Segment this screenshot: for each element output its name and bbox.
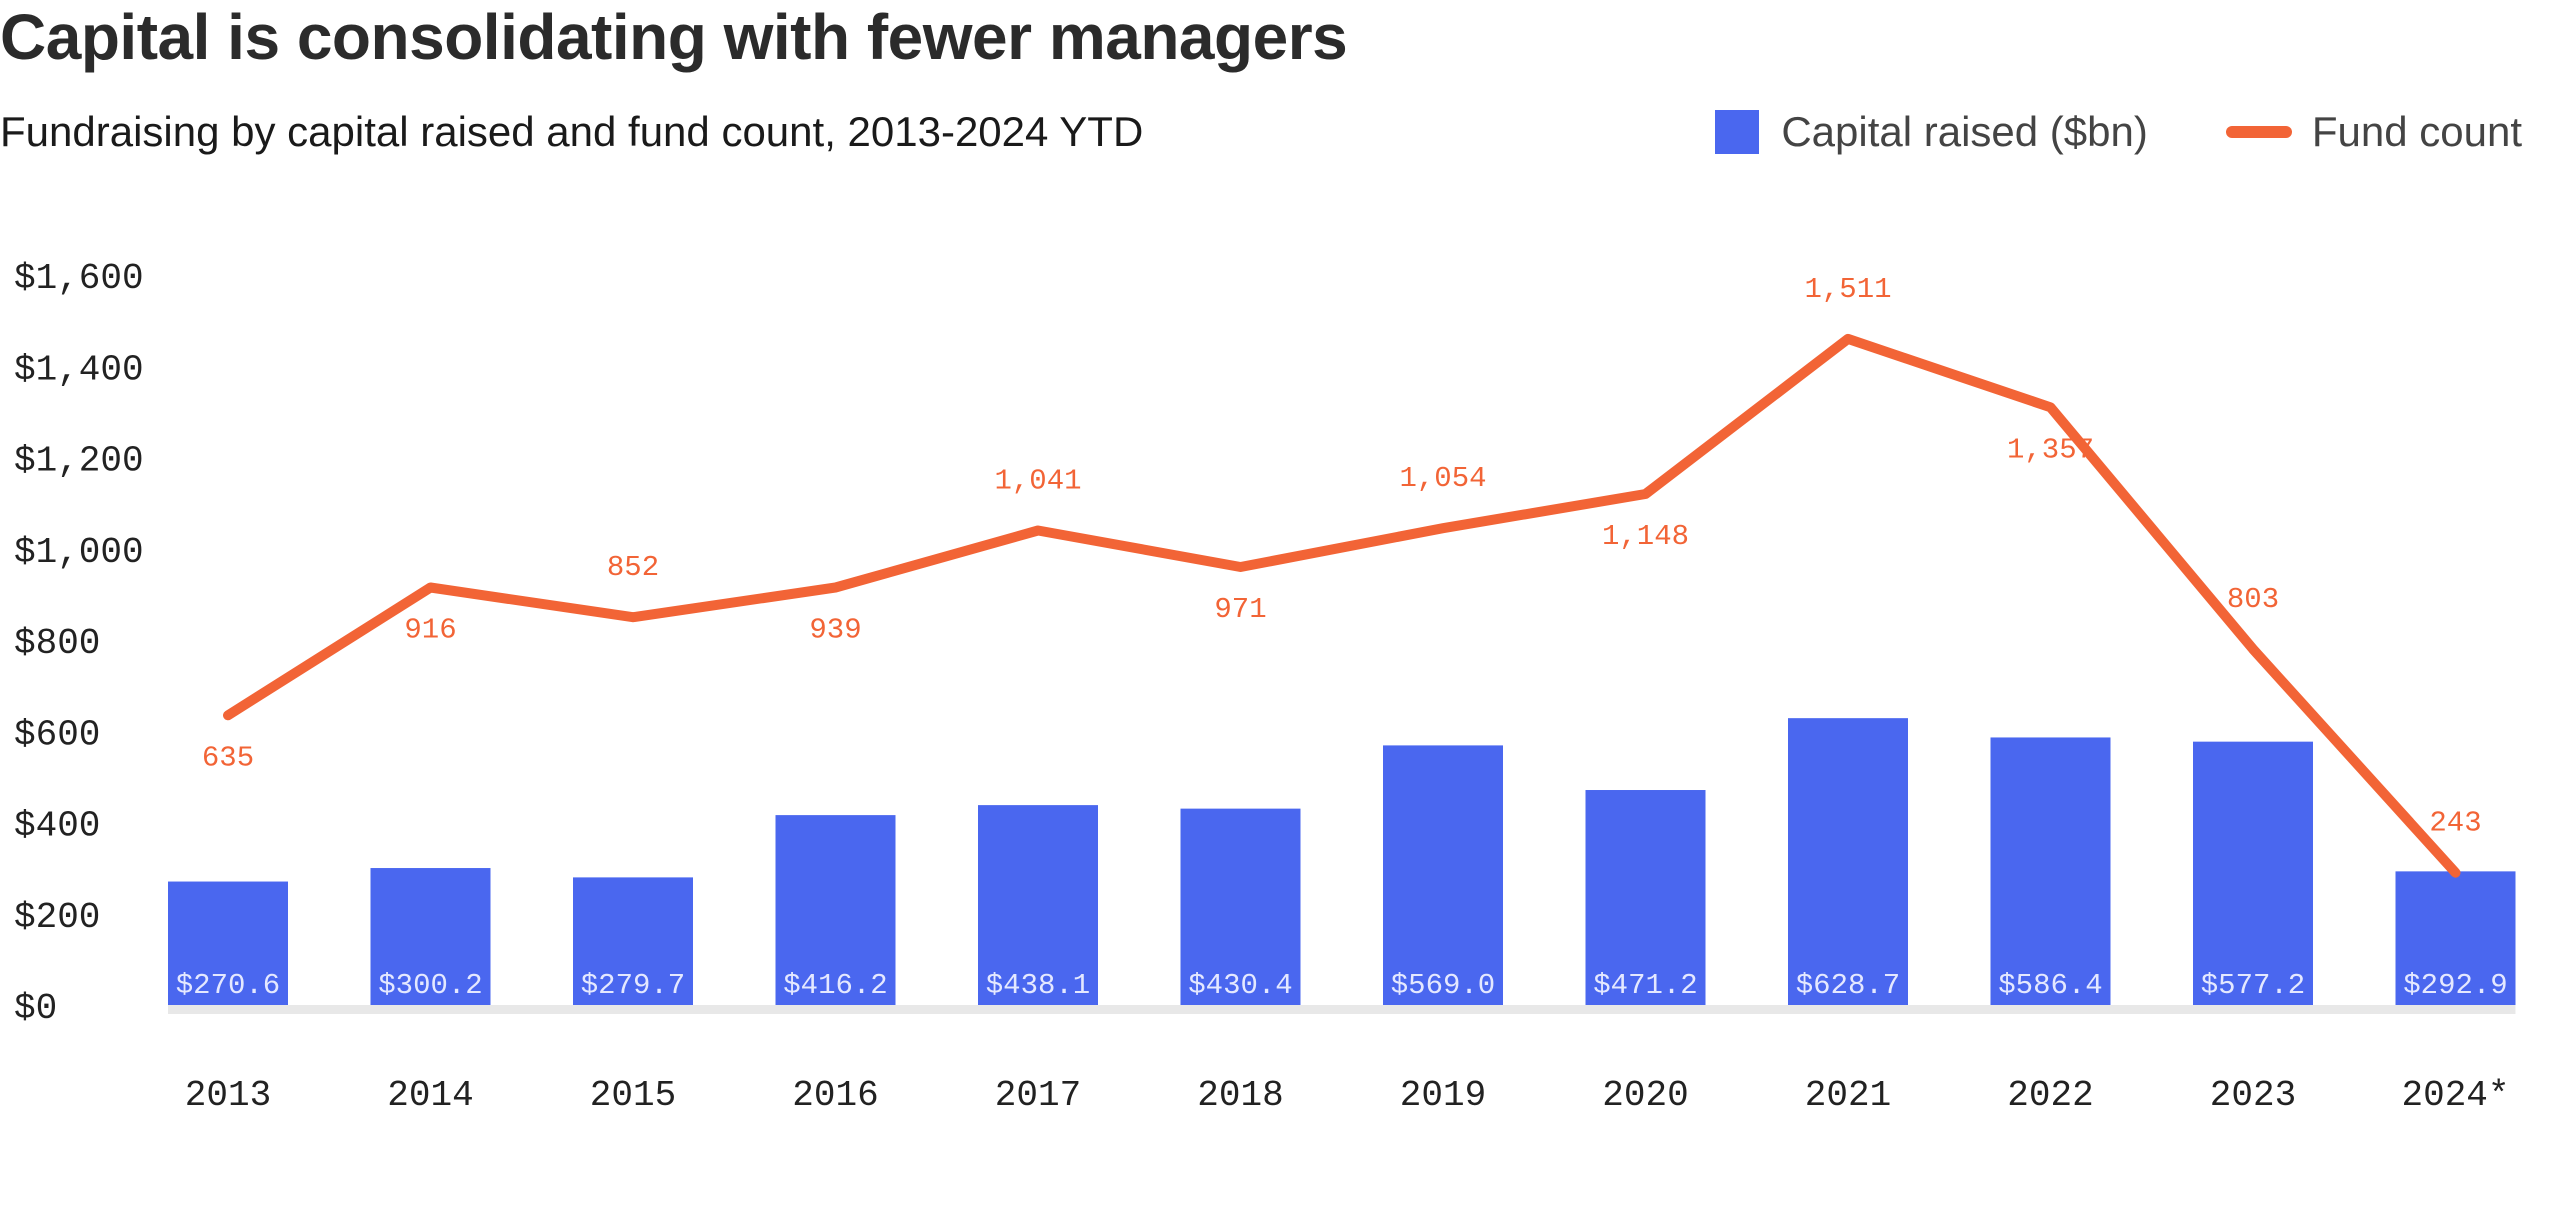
x-tick-label: 2015 bbox=[590, 1075, 676, 1116]
y-tick-label: $400 bbox=[14, 806, 100, 847]
bar-value-label: $586.4 bbox=[1998, 969, 2102, 1002]
bar-capital-raised bbox=[2193, 741, 2313, 1005]
bar-value-label: $270.6 bbox=[176, 969, 280, 1002]
bar-capital-raised bbox=[2395, 871, 2516, 1005]
x-tick-label: 2017 bbox=[995, 1075, 1081, 1116]
bar-value-label: $430.4 bbox=[1188, 969, 1292, 1002]
bar-value-label: $416.2 bbox=[783, 969, 887, 1002]
legend: Capital raised ($bn) Fund count bbox=[1715, 108, 2522, 156]
bar-value-label: $279.7 bbox=[581, 969, 685, 1002]
bar-value-label: $471.2 bbox=[1593, 969, 1697, 1002]
chart-subtitle: Fundraising by capital raised and fund c… bbox=[0, 108, 1144, 155]
x-tick-label: 2014 bbox=[387, 1075, 473, 1116]
bar-capital-raised bbox=[168, 881, 288, 1005]
legend-label-capital: Capital raised ($bn) bbox=[1781, 108, 2148, 155]
y-tick-label: $200 bbox=[14, 897, 100, 938]
line-point-label: 1,041 bbox=[994, 465, 1081, 498]
bar-capital-raised bbox=[370, 868, 491, 1005]
line-point-label: 635 bbox=[202, 741, 254, 774]
y-tick-label: $1,600 bbox=[14, 258, 144, 299]
x-tick-label: 2024* bbox=[2401, 1075, 2509, 1116]
x-tick-label: 2016 bbox=[792, 1075, 878, 1116]
bar-value-label: $628.7 bbox=[1796, 969, 1900, 1002]
line-point-label: 916 bbox=[404, 614, 456, 647]
legend-swatch-bar bbox=[1715, 110, 1760, 154]
x-axis-baseline bbox=[168, 1005, 2516, 1014]
y-tick-label: $600 bbox=[14, 714, 100, 755]
line-point-label: 852 bbox=[607, 551, 659, 584]
bar-capital-raised bbox=[775, 815, 896, 1005]
chart-title: Capital is consolidating with fewer mana… bbox=[0, 1, 1348, 73]
x-tick-label: 2013 bbox=[185, 1075, 271, 1116]
line-point-label: 803 bbox=[2227, 583, 2279, 616]
line-point-label: 243 bbox=[2429, 807, 2481, 840]
legend-item-fund-count: Fund count bbox=[2225, 108, 2522, 156]
bar-capital-raised bbox=[1180, 808, 1301, 1005]
bar-capital-raised bbox=[1383, 745, 1503, 1005]
x-tick-label: 2022 bbox=[2007, 1075, 2093, 1116]
x-tick-label: 2019 bbox=[1400, 1075, 1486, 1116]
line-point-label: 939 bbox=[809, 614, 861, 647]
y-tick-label: $0 bbox=[14, 988, 57, 1029]
legend-swatch-line bbox=[2225, 126, 2292, 138]
legend-item-capital: Capital raised ($bn) bbox=[1715, 108, 2148, 156]
line-point-label: 1,148 bbox=[1602, 520, 1689, 553]
line-point-label: 1,511 bbox=[1804, 273, 1891, 306]
x-tick-label: 2020 bbox=[1602, 1075, 1688, 1116]
y-tick-label: $1,000 bbox=[14, 532, 144, 573]
x-tick-label: 2023 bbox=[2210, 1075, 2296, 1116]
bar-value-label: $300.2 bbox=[378, 969, 482, 1002]
bar-capital-raised bbox=[1990, 737, 2111, 1005]
x-tick-label: 2018 bbox=[1197, 1075, 1283, 1116]
line-fund-count bbox=[223, 333, 2461, 878]
bar-value-label: $577.2 bbox=[2201, 969, 2305, 1002]
bar-value-label: $569.0 bbox=[1391, 969, 1495, 1002]
x-tick-label: 2021 bbox=[1805, 1075, 1891, 1116]
line-point-label: 1,054 bbox=[1399, 462, 1486, 495]
legend-label-fund-count: Fund count bbox=[2311, 108, 2522, 155]
y-tick-label: $800 bbox=[14, 623, 100, 664]
bar-value-label: $292.9 bbox=[2403, 969, 2507, 1002]
line-point-label: 971 bbox=[1214, 593, 1266, 626]
bar-capital-raised bbox=[573, 877, 693, 1005]
bar-capital-raised bbox=[1788, 718, 1908, 1005]
y-tick-label: $1,200 bbox=[14, 441, 144, 482]
bar-value-label: $438.1 bbox=[986, 969, 1090, 1002]
y-tick-label: $1,400 bbox=[14, 349, 144, 390]
bar-capital-raised bbox=[978, 805, 1098, 1005]
line-point-label: 1,357 bbox=[2007, 433, 2094, 466]
bar-capital-raised bbox=[1585, 790, 1706, 1005]
